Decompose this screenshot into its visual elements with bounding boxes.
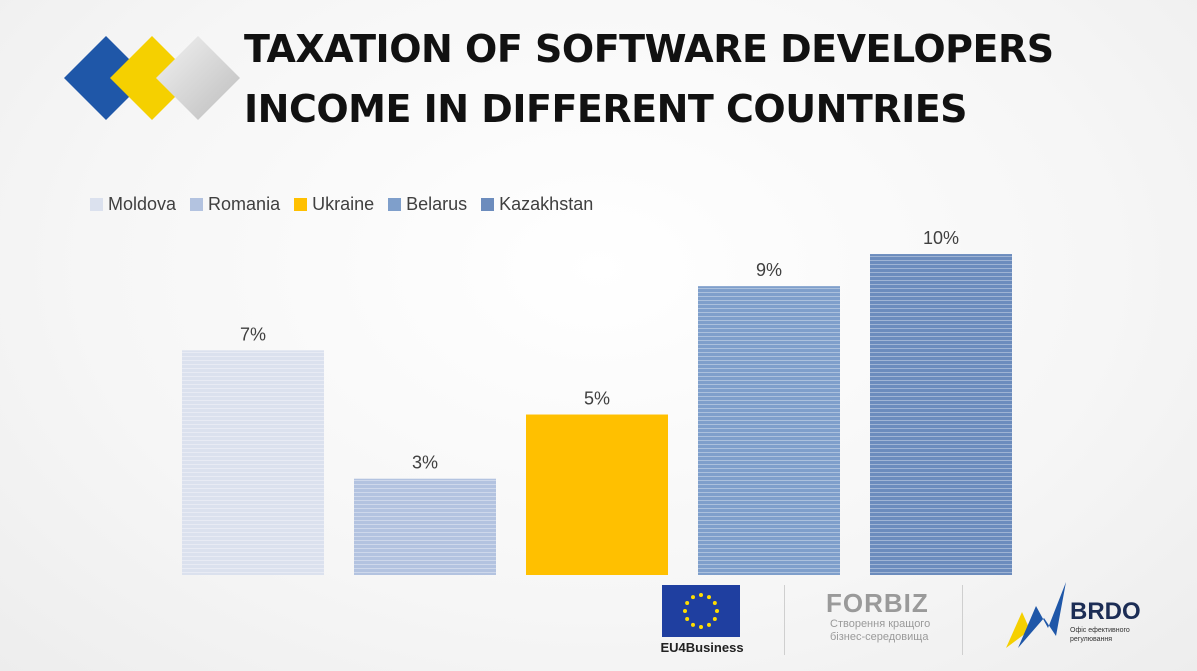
yellow-diamond-icon <box>110 36 194 120</box>
bar-texture <box>354 478 496 575</box>
bar-texture <box>182 350 324 575</box>
data-label: 10% <box>923 228 959 248</box>
data-label: 7% <box>240 324 266 344</box>
legend-swatch <box>388 197 402 211</box>
data-label: 9% <box>756 260 782 280</box>
bar-ukraine <box>526 414 668 575</box>
legend-swatch <box>190 197 204 211</box>
page-title-line-2: INCOME IN DIFFERENT COUNTRIES <box>244 87 968 131</box>
legend-label: Moldova <box>108 193 177 214</box>
legend-label: Kazakhstan <box>499 193 594 214</box>
page-title-line-1: TAXATION OF SOFTWARE DEVELOPERS <box>244 27 1054 71</box>
data-label: 3% <box>412 453 438 473</box>
brdo-logo-text: BRDO <box>1070 598 1141 625</box>
blue-diamond-icon <box>64 36 148 120</box>
chart-legend: Moldova Romania Ukraine Belarus Kazakhstan <box>90 193 607 215</box>
legend-item: Belarus <box>388 194 467 215</box>
legend-item: Romania <box>190 194 280 215</box>
eu4business-label: EU4Business <box>660 640 744 655</box>
forbiz-logo-text: FORBIZ <box>826 588 929 618</box>
forbiz-tagline: Створення кращого <box>830 618 931 630</box>
brand-diamonds-logo <box>64 36 240 120</box>
legend-swatch <box>90 197 103 211</box>
brdo-tagline: регулювання <box>1070 636 1113 643</box>
footer-divider <box>784 585 785 655</box>
legend-swatch <box>294 197 308 211</box>
brdo-tagline: Офіс ефективного <box>1070 627 1130 634</box>
legend-item: Ukraine <box>294 194 374 215</box>
footer-divider <box>962 585 963 655</box>
forbiz-tagline: бізнес-середовища <box>830 631 929 643</box>
legend-item: Moldova <box>90 194 176 215</box>
legend-label: Ukraine <box>312 193 375 214</box>
brdo-logo-icon <box>1006 582 1066 648</box>
legend-item: Kazakhstan <box>481 194 593 215</box>
gray-diamond-icon <box>156 36 240 120</box>
bar-texture <box>698 286 840 575</box>
legend-label: Romania <box>208 193 281 214</box>
eu-flag-icon <box>662 585 740 637</box>
legend-swatch <box>481 197 495 211</box>
bar-texture <box>870 254 1012 576</box>
data-label: 5% <box>584 389 610 409</box>
legend-label: Belarus <box>406 193 468 214</box>
